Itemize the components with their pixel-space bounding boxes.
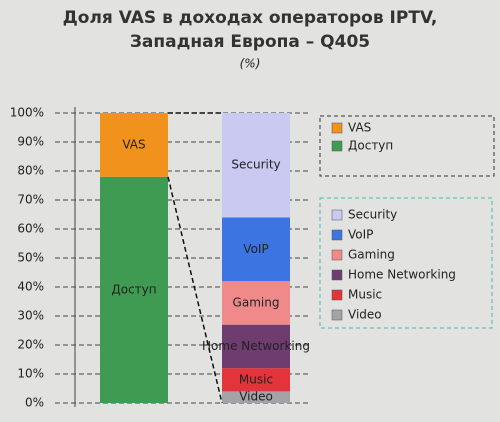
legend-swatch bbox=[331, 309, 343, 321]
y-tick-label: 30% bbox=[17, 309, 44, 323]
y-tick-label: 90% bbox=[17, 135, 44, 149]
legend-label: Video bbox=[348, 308, 382, 322]
legend-swatch bbox=[331, 140, 343, 152]
y-tick-label: 10% bbox=[17, 367, 44, 381]
legend-box bbox=[319, 115, 495, 177]
legend-label: Доступ bbox=[348, 139, 393, 153]
bar-segment bbox=[222, 113, 290, 218]
chart-title: Западная Европа – Q405 bbox=[130, 32, 370, 52]
legend-swatch bbox=[331, 209, 343, 221]
legend-swatch bbox=[331, 249, 343, 261]
legend-label: Music bbox=[348, 288, 382, 302]
y-tick-label: 70% bbox=[17, 193, 44, 207]
legend-label: VoIP bbox=[348, 228, 373, 242]
y-tick-label: 50% bbox=[17, 251, 44, 265]
segment-label: Music bbox=[239, 372, 273, 386]
y-tick-label: 100% bbox=[10, 106, 44, 120]
legend-swatch bbox=[331, 122, 343, 134]
chart-title: Доля VAS в доходах операторов IPTV, bbox=[63, 8, 438, 28]
chart-subtitle: (%) bbox=[240, 57, 261, 71]
legend-label: Gaming bbox=[348, 248, 395, 262]
segment-label: VoIP bbox=[243, 242, 268, 256]
bar-segment bbox=[222, 391, 290, 403]
bar-segment bbox=[222, 281, 290, 325]
y-tick-label: 80% bbox=[17, 164, 44, 178]
legend-swatch bbox=[331, 229, 343, 241]
legend-swatch bbox=[331, 289, 343, 301]
segment-label: VAS bbox=[122, 137, 145, 151]
legend-box bbox=[319, 197, 493, 329]
y-tick-label: 0% bbox=[25, 396, 44, 410]
segment-label: Security bbox=[231, 158, 280, 172]
bar-segment bbox=[100, 113, 168, 177]
segment-label: Доступ bbox=[111, 282, 156, 296]
legend-label: Security bbox=[348, 208, 397, 222]
legend-swatch bbox=[331, 269, 343, 281]
connector bbox=[167, 176, 223, 404]
y-tick-label: 60% bbox=[17, 222, 44, 236]
bar-segment bbox=[100, 176, 168, 403]
y-tick-label: 20% bbox=[17, 338, 44, 352]
segment-label: Home Networking bbox=[202, 339, 310, 353]
bar-segment bbox=[222, 217, 290, 282]
bar-segment bbox=[222, 324, 290, 369]
segment-label: Video bbox=[239, 390, 273, 404]
bar-segment bbox=[222, 368, 290, 392]
legend-label: VAS bbox=[348, 121, 371, 135]
legend-label: Home Networking bbox=[348, 268, 456, 282]
segment-label: Gaming bbox=[233, 295, 280, 309]
y-tick-label: 40% bbox=[17, 280, 44, 294]
